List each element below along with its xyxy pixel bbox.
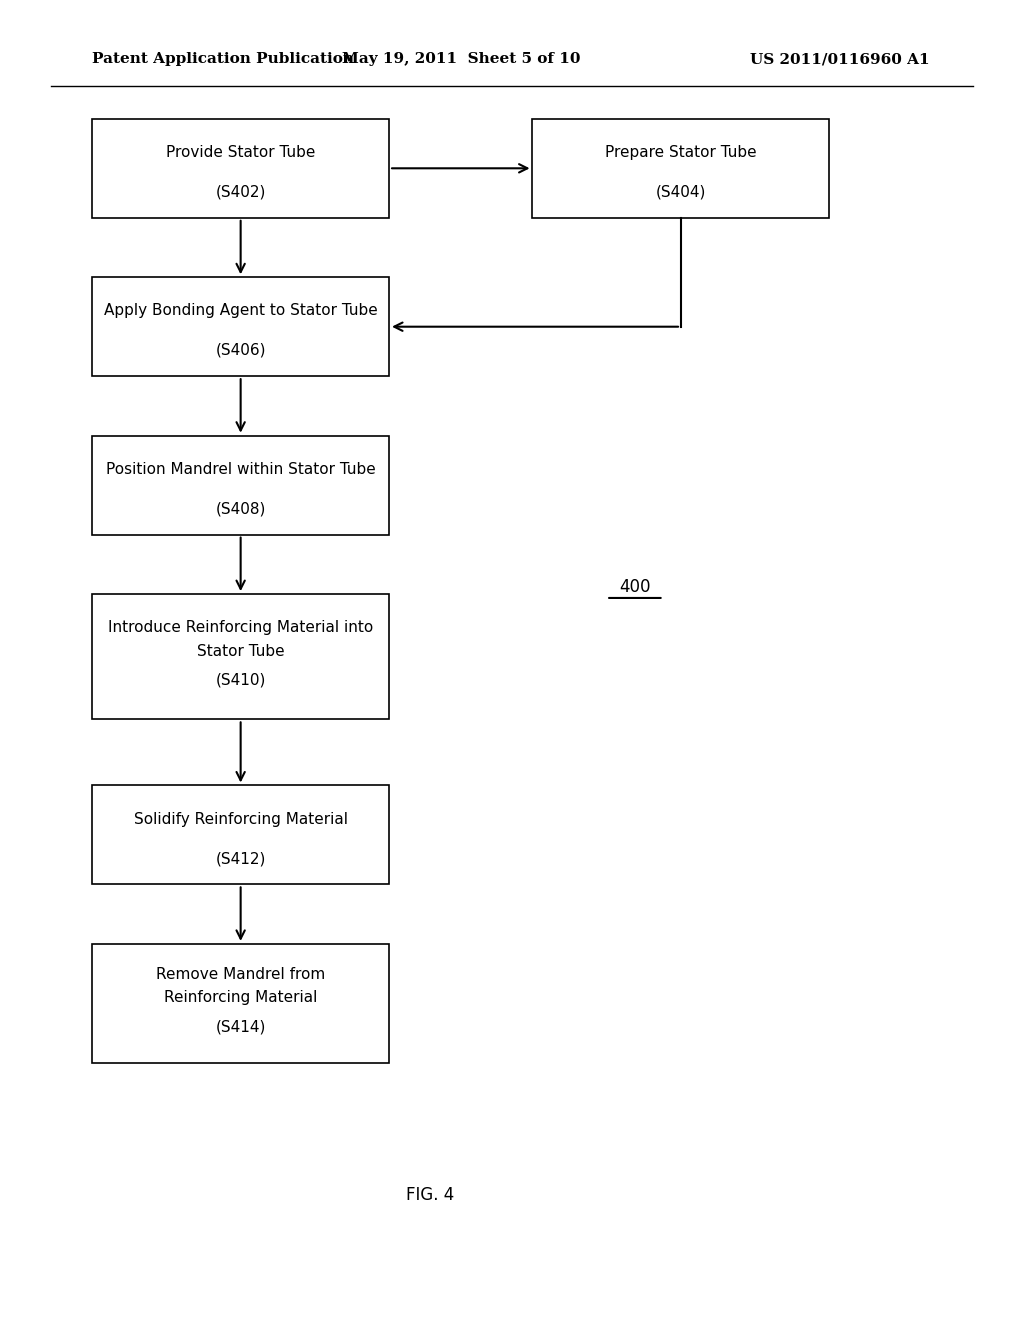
Text: (S414): (S414) [215,1019,266,1035]
Text: (S410): (S410) [215,673,266,688]
Text: (S404): (S404) [655,185,707,199]
Text: Stator Tube: Stator Tube [197,644,285,659]
FancyBboxPatch shape [92,277,389,376]
FancyBboxPatch shape [92,785,389,884]
FancyBboxPatch shape [92,436,389,535]
FancyBboxPatch shape [92,594,389,719]
Text: Patent Application Publication: Patent Application Publication [92,53,354,66]
Text: US 2011/0116960 A1: US 2011/0116960 A1 [750,53,930,66]
Text: Apply Bonding Agent to Stator Tube: Apply Bonding Agent to Stator Tube [103,304,378,318]
Text: (S408): (S408) [215,502,266,516]
Text: Remove Mandrel from: Remove Mandrel from [156,966,326,982]
Text: May 19, 2011  Sheet 5 of 10: May 19, 2011 Sheet 5 of 10 [342,53,580,66]
Text: Reinforcing Material: Reinforcing Material [164,990,317,1006]
Text: FIG. 4: FIG. 4 [406,1185,455,1204]
Text: Solidify Reinforcing Material: Solidify Reinforcing Material [134,812,347,826]
Text: 400: 400 [620,578,650,597]
Text: (S406): (S406) [215,343,266,358]
Text: Provide Stator Tube: Provide Stator Tube [166,145,315,160]
Text: Prepare Stator Tube: Prepare Stator Tube [605,145,757,160]
Text: Position Mandrel within Stator Tube: Position Mandrel within Stator Tube [105,462,376,477]
FancyBboxPatch shape [92,119,389,218]
Text: Introduce Reinforcing Material into: Introduce Reinforcing Material into [108,620,374,635]
FancyBboxPatch shape [92,944,389,1063]
FancyBboxPatch shape [532,119,829,218]
Text: (S402): (S402) [215,185,266,199]
Text: (S412): (S412) [215,851,266,866]
